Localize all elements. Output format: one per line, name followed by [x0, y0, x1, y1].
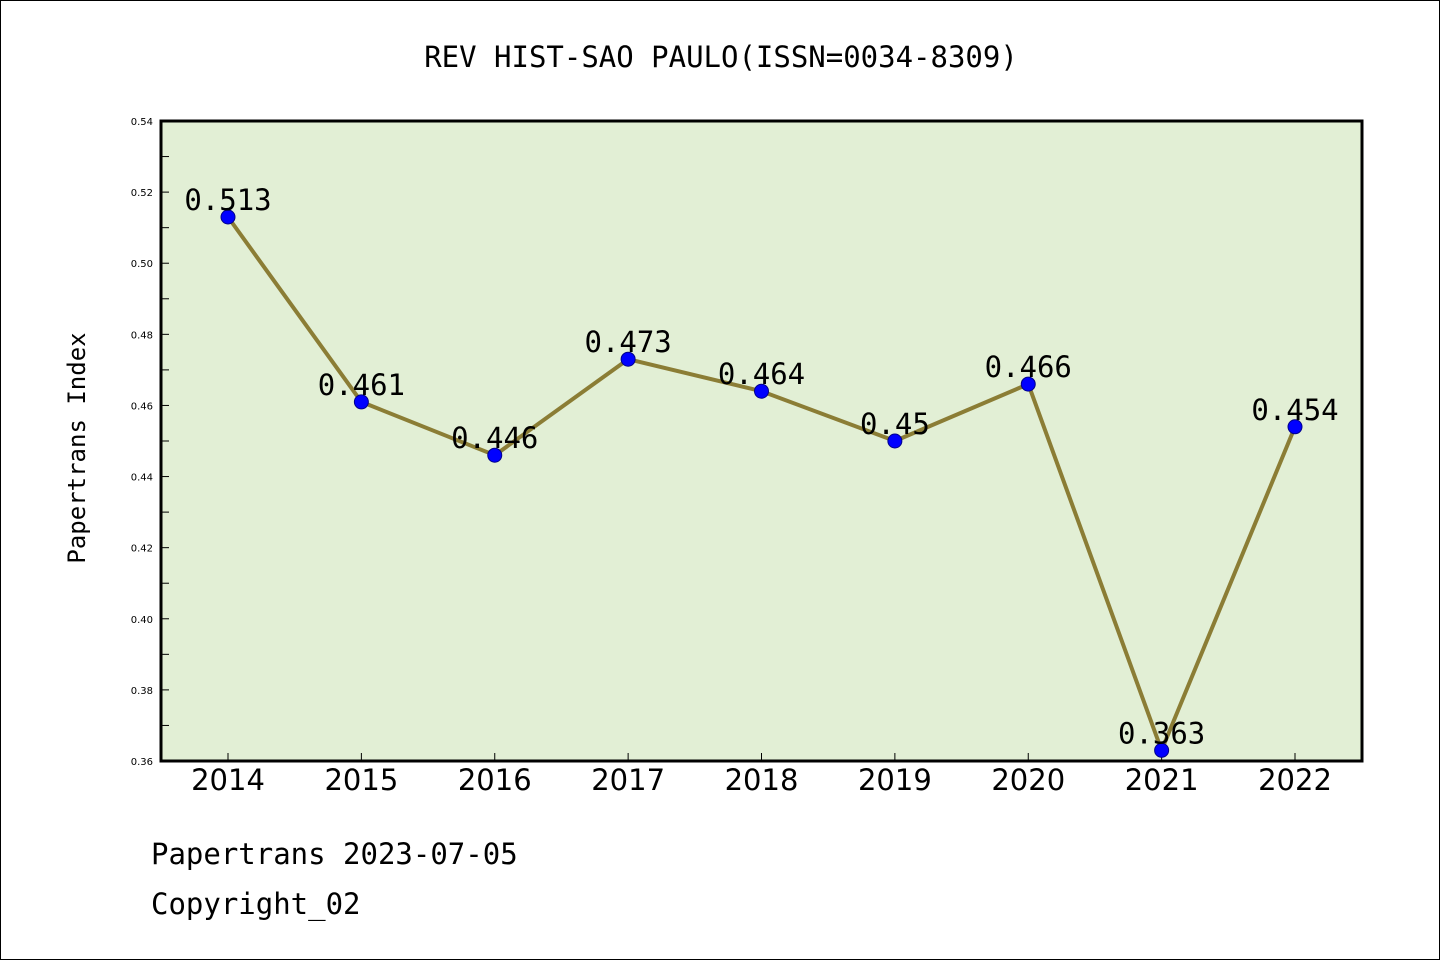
x-tick-label: 2020	[991, 763, 1065, 797]
y-tick-label: 0.38	[131, 686, 153, 697]
y-tick-label: 0.50	[131, 259, 153, 270]
data-label: 0.454	[1251, 393, 1338, 427]
data-label: 0.466	[985, 350, 1072, 384]
y-tick-label: 0.42	[131, 544, 153, 555]
data-point-marker	[887, 433, 903, 449]
data-label: 0.45	[860, 407, 930, 441]
y-tick-label: 0.44	[131, 473, 153, 484]
data-label: 0.464	[718, 357, 805, 391]
y-tick-label: 0.48	[131, 330, 153, 341]
x-tick-label: 2016	[458, 763, 532, 797]
data-point-marker	[1287, 419, 1303, 435]
x-tick-label: 2015	[324, 763, 398, 797]
x-tick-label: 2018	[725, 763, 799, 797]
data-point-marker	[1020, 376, 1036, 392]
data-point-marker	[620, 351, 636, 367]
data-point-marker	[487, 447, 503, 463]
x-tick-label: 2019	[858, 763, 932, 797]
x-tick-label: 2017	[591, 763, 665, 797]
data-label: 0.513	[184, 183, 271, 217]
data-label: 0.363	[1118, 716, 1205, 750]
chart-title: REV HIST-SAO PAULO(ISSN=0034-8309)	[424, 40, 1018, 74]
data-point-marker	[220, 209, 236, 225]
plot-border	[159, 119, 1364, 763]
y-axis-label: Papertrans Index	[63, 332, 91, 563]
x-tick-label: 2022	[1258, 763, 1332, 797]
footer-copyright: Copyright_02	[151, 887, 361, 921]
data-label: 0.461	[318, 368, 405, 402]
y-axis-ticks: 0.36 0.38 0.40 0.42 0.44 0.46 0.48 0.50 0.52 0.54	[131, 117, 169, 768]
data-labels-group: 0.513 0.461 0.446 0.473 0.464 0.45 0.466 0.363 0…	[184, 183, 1338, 750]
data-label: 0.473	[584, 325, 671, 359]
y-tick-label: 0.52	[131, 188, 153, 199]
y-tick-label: 0.40	[131, 615, 153, 626]
data-label: 0.446	[451, 421, 538, 455]
y-tick-label: 0.46	[131, 401, 153, 412]
x-axis-ticks: 2014 2015 2016 2017 2018 2019 2020 2021 2022	[191, 753, 1332, 797]
y-tick-label: 0.36	[131, 757, 153, 768]
data-point-marker	[1154, 742, 1170, 758]
footer-date: Papertrans 2023-07-05	[151, 837, 518, 871]
x-tick-label: 2021	[1125, 763, 1199, 797]
data-point-marker	[754, 383, 769, 399]
y-tick-label: 0.54	[131, 117, 153, 128]
data-point-marker	[353, 394, 369, 410]
x-tick-label: 2014	[191, 763, 265, 797]
plot-area	[161, 121, 1362, 761]
markers-group	[220, 209, 1303, 758]
